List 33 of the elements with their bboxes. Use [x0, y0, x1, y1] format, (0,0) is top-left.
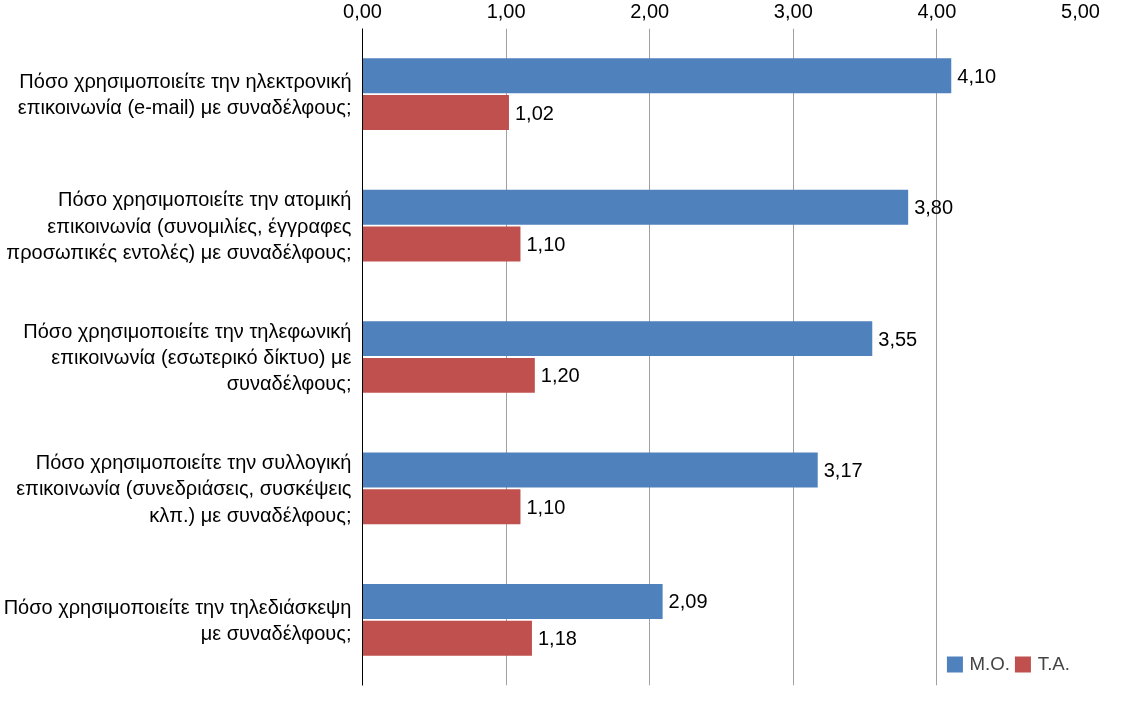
data-label: 3,55	[878, 327, 918, 350]
bar	[362, 226, 521, 262]
data-label: 1,10	[526, 233, 566, 255]
x-tick-label: 4,00	[917, 0, 957, 22]
y-tick-label: Πόσο χρησιμοποιείτε την τηλεφωνική επικοινωνία (εσωτερικό δίκτυο) με συναδέλφους;	[23, 319, 352, 395]
x-tick-label: 1,00	[486, 0, 526, 22]
data-label: 1,10	[526, 495, 566, 518]
bar	[362, 321, 873, 357]
data-label: 1,18	[537, 627, 577, 650]
bar	[362, 583, 663, 619]
x-tick-label: 3,00	[773, 0, 813, 22]
y-tick-label: Πόσο χρησιμοποιείτε την τηλεδιάσκεψη με συναδέλφους;	[3, 595, 352, 644]
data-label: 3,17	[823, 459, 863, 481]
data-label: 2,09	[668, 590, 708, 613]
legend-label: Μ.Ο.	[969, 653, 1010, 675]
data-label: 1,02	[514, 101, 554, 124]
bar	[362, 189, 909, 225]
y-tick-label: Πόσο χρησιμοποιείτε την ηλεκτρονική επικοινωνία (e-mail) με συναδέλφους;	[17, 70, 352, 119]
data-label: 3,80	[914, 196, 954, 219]
bar	[362, 452, 818, 488]
bar	[362, 489, 521, 525]
data-label: 4,10	[957, 64, 997, 87]
bar	[362, 95, 509, 131]
bar	[362, 357, 535, 393]
bar	[362, 58, 952, 94]
data-label: 1,20	[540, 364, 580, 387]
x-tick-label: 2,00	[630, 0, 670, 22]
x-tick-label: 0,00	[343, 0, 382, 22]
y-tick-label: Πόσο χρησιμοποιείτε την συλλογική επικοινωνία (συνεδριάσεις, συσκέψεις κλπ.) με συναδέλφους;	[16, 451, 352, 526]
bar	[362, 620, 532, 656]
legend-label: Τ.Α.	[1037, 653, 1070, 675]
x-tick-label: 5,00	[1061, 0, 1100, 22]
y-tick-label: Πόσο χρησιμοποιείτε την ατομική επικοινωνία (συνομιλίες, έγγραφες προσωπικές εντολές) με συναδέλφους;	[6, 188, 352, 263]
